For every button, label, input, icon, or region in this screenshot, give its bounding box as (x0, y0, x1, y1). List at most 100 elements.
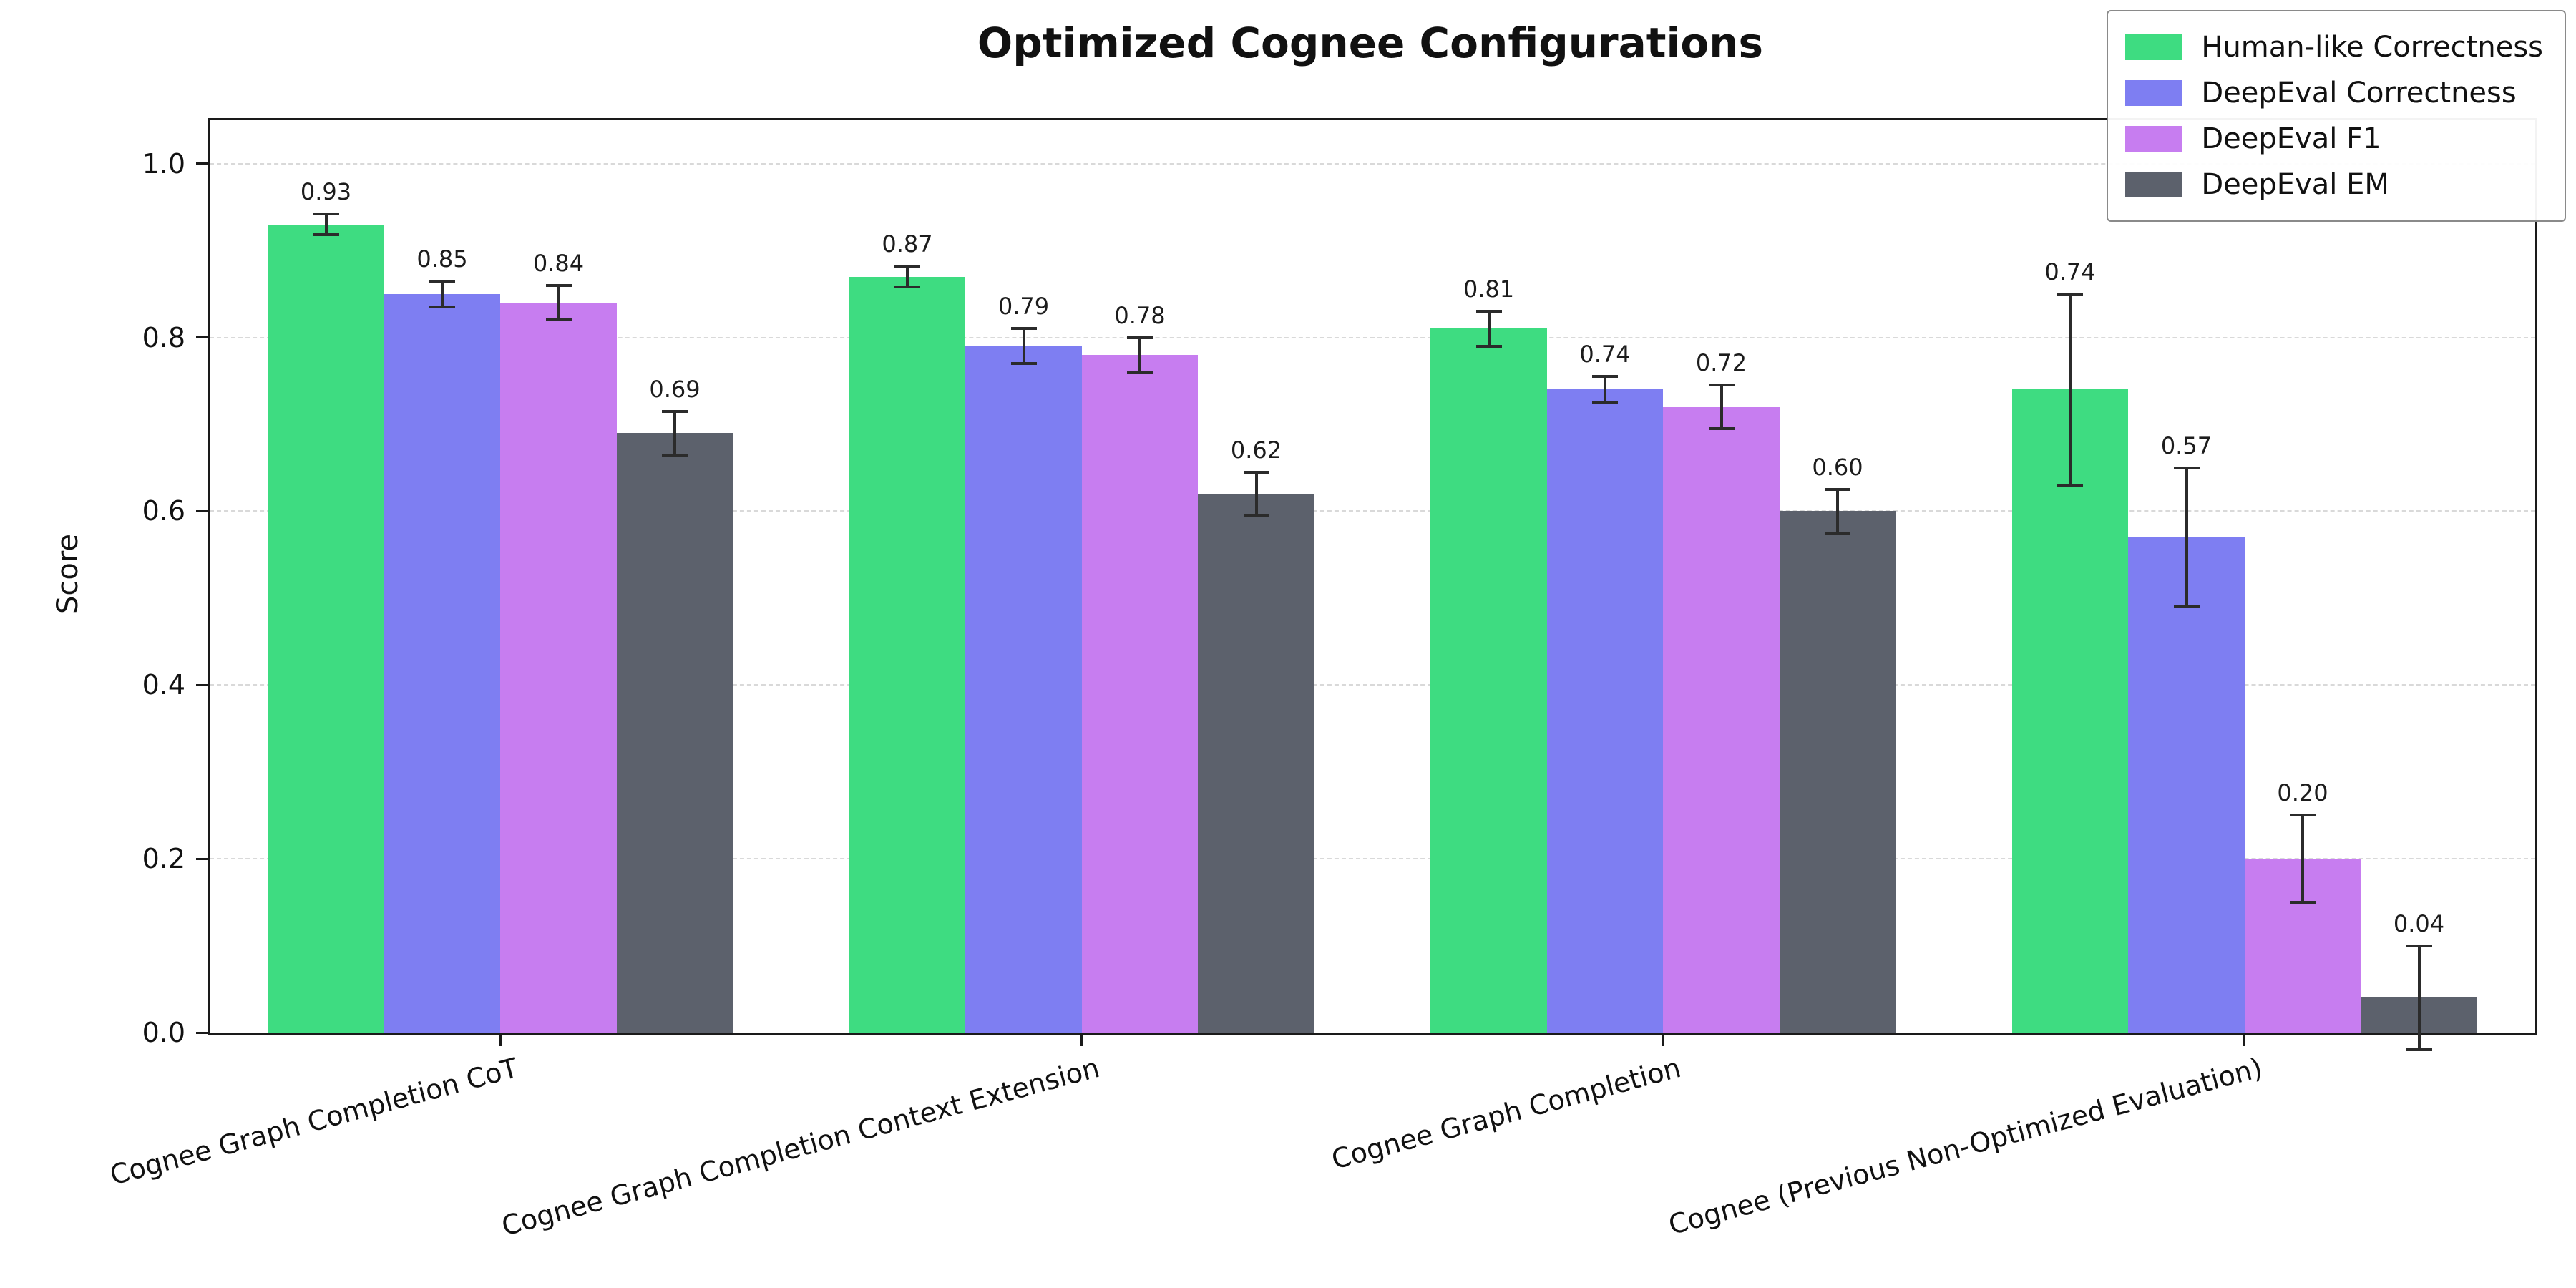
error-bar-cap (2406, 1048, 2432, 1052)
bar (1430, 328, 1547, 1033)
error-bar-cap (2290, 814, 2316, 817)
error-bar-cap (2290, 900, 2316, 904)
bar-value-label: 0.72 (1695, 349, 1747, 377)
y-tick-label: 0.2 (142, 843, 185, 875)
error-bar (1604, 376, 1606, 403)
plot-area: 0.0 0.2 0.4 0.6 0.8 1.0 Cognee Graph Completio… (107, 118, 2537, 1242)
gridline (210, 336, 2535, 338)
legend-swatch-deepeval-correctness (2125, 80, 2183, 106)
error-bar-cap (1127, 371, 1153, 374)
bar-value-label: 0.78 (1114, 301, 1166, 329)
error-bar-cap (1010, 362, 1037, 365)
y-tick (196, 509, 208, 512)
y-tick (196, 857, 208, 860)
error-bar-cap (313, 233, 339, 237)
bar-value-label: 0.85 (416, 245, 468, 273)
error-bar-cap (429, 306, 455, 309)
y-tick-label: 0.0 (142, 1017, 185, 1048)
error-bar-cap (894, 265, 920, 268)
error-bar (1836, 489, 1839, 533)
y-tick (196, 1031, 208, 1034)
bar-value-label: 0.84 (532, 249, 585, 277)
error-bar-cap (1475, 310, 1502, 313)
error-bar-cap (1475, 344, 1502, 348)
y-tick (196, 336, 208, 339)
bar (268, 224, 384, 1033)
error-bar (1254, 472, 1258, 516)
legend-label: Human-like Correctness (2201, 31, 2543, 64)
y-tick (196, 162, 208, 165)
error-bar (2301, 815, 2304, 902)
chart-title: Optimized Cognee Configurations (977, 19, 1764, 67)
gridline (210, 858, 2535, 860)
bar-value-label: 0.93 (300, 178, 352, 206)
legend-item: DeepEval F1 (2125, 116, 2543, 162)
legend-swatch-human-like-correctness (2125, 34, 2183, 60)
bar (384, 293, 501, 1033)
y-tick-label: 0.8 (142, 321, 185, 353)
bar (849, 276, 966, 1033)
y-axis-label: Score (52, 533, 84, 615)
legend-swatch-deepeval-f1 (2125, 126, 2183, 152)
legend-swatch-deepeval-em (2125, 172, 2183, 197)
error-bar-cap (2057, 484, 2083, 487)
error-bar-cap (429, 279, 455, 283)
error-bar-cap (1708, 427, 1735, 431)
y-tick (196, 683, 208, 686)
x-tick-label: Cognee Graph Completion Context Extensio… (498, 1052, 1103, 1242)
legend-item: DeepEval EM (2125, 162, 2543, 208)
error-bar (2185, 467, 2188, 607)
error-bar-cap (1243, 514, 1269, 517)
bar (1546, 389, 1664, 1033)
legend-label: DeepEval F1 (2201, 122, 2381, 155)
gridline (210, 510, 2535, 512)
error-bar (557, 285, 560, 321)
error-bar-cap (1127, 336, 1153, 339)
error-bar-cap (313, 213, 339, 216)
error-bar (1719, 385, 1723, 429)
bar-value-label: 0.04 (2393, 909, 2445, 937)
x-tick (499, 1033, 502, 1046)
bar (2011, 389, 2129, 1033)
bar-value-label: 0.69 (649, 375, 701, 403)
error-bar (906, 266, 909, 288)
error-bar-cap (2057, 292, 2083, 296)
bar (1081, 354, 1199, 1033)
error-bar (2417, 945, 2421, 1050)
bar (1779, 511, 1896, 1033)
error-bar-cap (1592, 375, 1618, 379)
error-bar (1487, 311, 1491, 346)
error-bar-cap (1825, 488, 1850, 492)
bar (2128, 537, 2245, 1033)
error-bar-cap (1243, 470, 1269, 474)
error-bar (441, 280, 444, 308)
bar (500, 303, 617, 1033)
gridline (210, 162, 2535, 165)
bar (616, 433, 733, 1033)
error-bar-cap (662, 453, 688, 457)
bar-value-label: 0.57 (2160, 431, 2212, 459)
error-bar-cap (662, 409, 688, 413)
legend-label: DeepEval EM (2201, 168, 2389, 201)
error-bar-cap (2173, 466, 2200, 469)
error-bar (1022, 328, 1025, 364)
legend-item: DeepEval Correctness (2125, 70, 2543, 116)
bar-value-label: 0.87 (882, 230, 933, 258)
x-tick-label: Cognee Graph Completion CoT (107, 1052, 522, 1191)
x-tick-label: Cognee (Previous Non-Optimized Evaluatio… (1665, 1052, 2266, 1241)
y-tick-label: 1.0 (142, 147, 185, 180)
error-bar-cap (545, 318, 572, 322)
bar (1198, 494, 1314, 1033)
error-bar (2069, 293, 2072, 485)
x-tick (1080, 1033, 1083, 1046)
gridline (210, 684, 2535, 686)
x-tick (1662, 1033, 1664, 1046)
bar-value-label: 0.60 (1812, 454, 1863, 482)
error-bar-cap (1592, 401, 1618, 404)
error-bar-cap (1708, 384, 1735, 387)
bar-value-label: 0.74 (2044, 258, 2096, 286)
legend-item: Human-like Correctness (2125, 24, 2543, 70)
error-bar (324, 214, 328, 235)
legend-label: DeepEval Correctness (2201, 77, 2517, 109)
bar (965, 346, 1082, 1033)
